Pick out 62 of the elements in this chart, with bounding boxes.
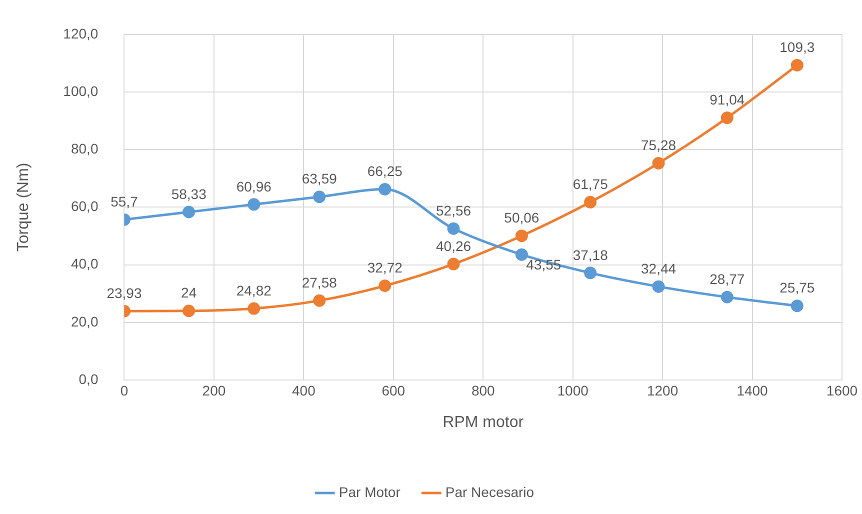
x-tick-label: 400 xyxy=(292,382,316,398)
point xyxy=(182,206,196,218)
data-label: 55,7 xyxy=(110,193,138,210)
point xyxy=(584,196,597,208)
point xyxy=(378,182,392,196)
point xyxy=(790,300,804,312)
data-label: 23,93 xyxy=(106,284,142,301)
data-label: 52,56 xyxy=(436,202,472,218)
y-tick-label: 100,0 xyxy=(63,82,98,99)
data-label: 25,75 xyxy=(780,280,815,296)
point xyxy=(720,290,734,304)
x-tick-label: 1000 xyxy=(557,382,589,398)
data-label: 24,82 xyxy=(236,282,272,298)
point xyxy=(313,294,326,307)
y-tick-label: 20,0 xyxy=(70,313,98,330)
data-label: 61,75 xyxy=(572,176,608,192)
y-axis-title: Torque (Nm) xyxy=(15,162,32,252)
point xyxy=(652,280,665,293)
x-tick-label: 800 xyxy=(471,382,496,398)
y-tick-label: 120,0 xyxy=(63,25,98,42)
data-label: 28,77 xyxy=(710,271,745,287)
point xyxy=(790,58,804,72)
point xyxy=(515,248,528,261)
x-tick-label: 1600 xyxy=(826,382,858,398)
legend-label: Par Motor xyxy=(338,484,401,500)
point xyxy=(378,280,392,292)
point xyxy=(447,222,460,235)
data-label: 58,33 xyxy=(171,186,207,202)
y-tick-label: 0,0 xyxy=(78,370,98,387)
point xyxy=(248,302,260,315)
point xyxy=(313,190,326,204)
legend-label: Par Necesario xyxy=(445,484,534,500)
y-tick-label: 80,0 xyxy=(70,140,98,156)
point xyxy=(720,112,734,124)
point xyxy=(447,258,460,270)
y-tick-label: 60,0 xyxy=(70,198,98,214)
data-label: 40,26 xyxy=(436,238,472,254)
point xyxy=(248,198,260,211)
data-label: 24 xyxy=(181,284,197,301)
data-label: 27,58 xyxy=(302,274,338,290)
data-label: 37,18 xyxy=(572,246,608,263)
data-label: 66,25 xyxy=(367,163,403,180)
x-tick-label: 1400 xyxy=(736,382,768,398)
point xyxy=(652,156,665,170)
data-label: 75,28 xyxy=(641,137,676,154)
data-label: 60,96 xyxy=(236,178,272,194)
point xyxy=(515,230,528,242)
data-label: 32,44 xyxy=(641,260,676,276)
x-axis-title: RPM motor xyxy=(442,414,524,431)
data-label: 91,04 xyxy=(710,92,745,108)
point xyxy=(584,266,597,280)
data-label: 32,72 xyxy=(367,260,403,276)
data-label: 109,3 xyxy=(780,39,815,56)
point xyxy=(182,304,196,318)
data-label: 43,55 xyxy=(526,256,562,272)
x-tick-label: 0 xyxy=(120,382,128,398)
data-label: 50,06 xyxy=(504,210,540,226)
y-tick-label: 40,0 xyxy=(70,256,98,272)
x-tick-label: 600 xyxy=(382,382,406,398)
data-label: 63,59 xyxy=(302,170,338,187)
x-tick-label: 1200 xyxy=(646,382,678,398)
x-tick-label: 200 xyxy=(202,382,226,398)
